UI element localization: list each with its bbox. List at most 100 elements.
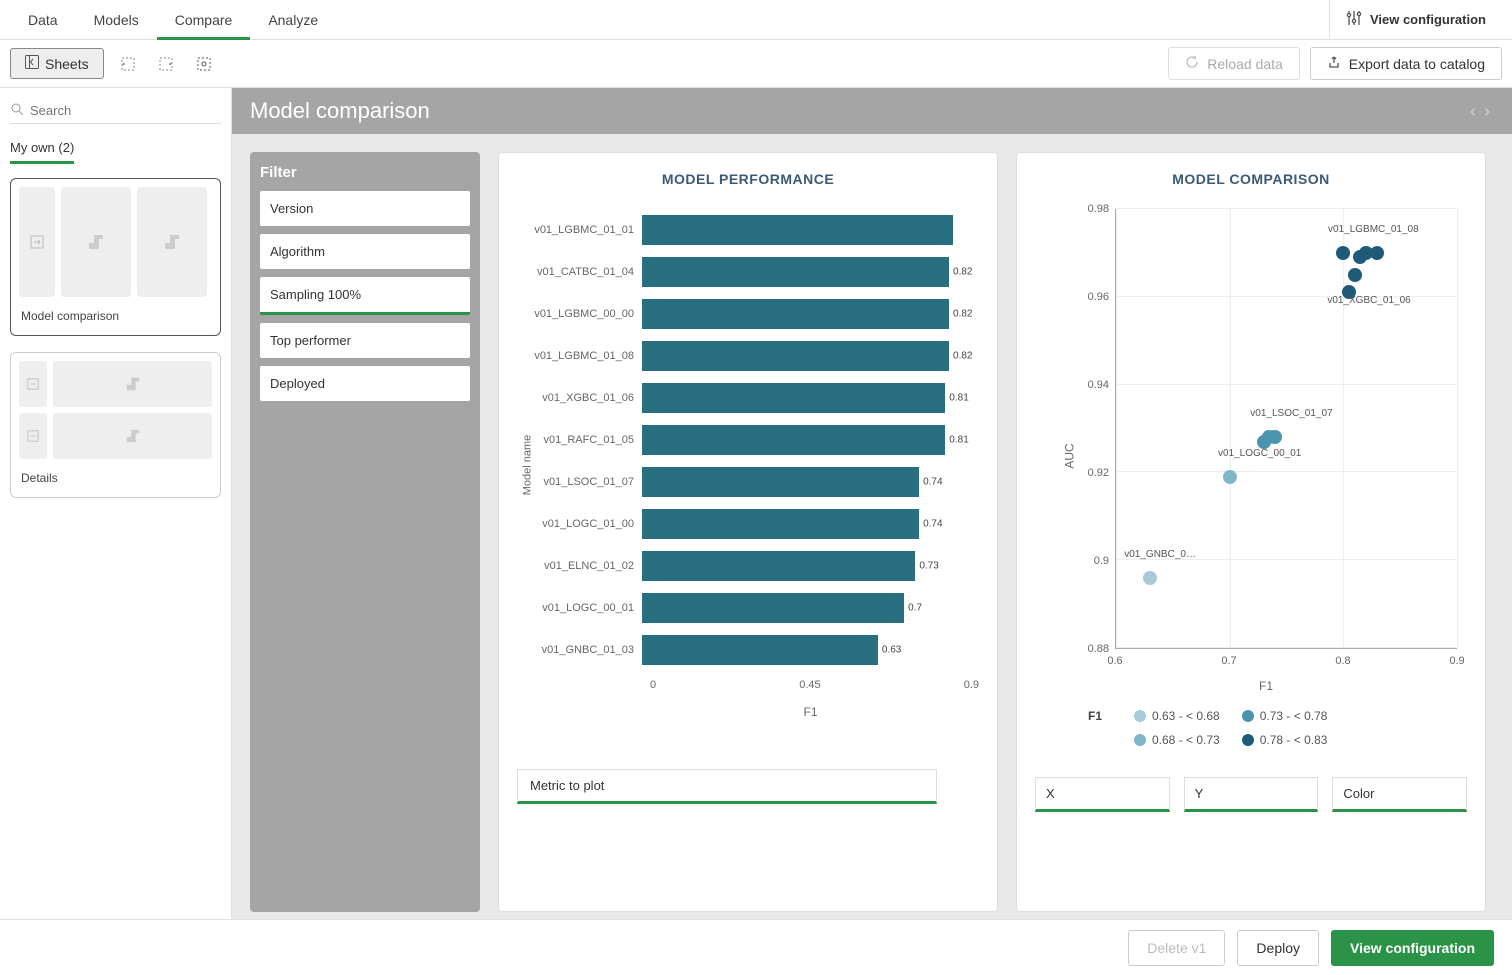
legend-item: 0.68 - < 0.73 [1134, 733, 1220, 747]
reload-data-button[interactable]: Reload data [1168, 47, 1300, 80]
model-comparison-card: MODEL COMPARISON AUC 0.880.90.920.940.96… [1016, 152, 1486, 912]
bar-row: v01_GNBC_01_030.63 [517, 629, 979, 671]
sliders-icon [1346, 10, 1362, 29]
tab-analyze[interactable]: Analyze [250, 0, 336, 40]
bar-value: 0.83 [954, 225, 973, 236]
scatter-point-label: v01_GNBC_0… [1124, 549, 1196, 560]
bar-row: v01_LSOC_01_07 0.74 [517, 461, 979, 503]
bar-row: v01_LGBMC_01_01 0.83 [517, 209, 979, 251]
export-icon [1327, 55, 1341, 72]
color-selector[interactable]: Color [1332, 777, 1467, 812]
bar-value: 0.74 [923, 519, 942, 530]
tab-compare[interactable]: Compare [157, 0, 251, 40]
bar-label: v01_LOGC_00_01 [517, 602, 642, 614]
bar-value: 0.73 [919, 561, 938, 572]
scatter-point-label: v01_LSOC_01_07 [1250, 408, 1332, 419]
select-tool-1-icon[interactable] [114, 50, 142, 78]
comp-x-axis-label: F1 [1259, 679, 1273, 693]
reload-icon [1185, 55, 1199, 72]
bar-value: 0.7 [908, 603, 922, 614]
search-input[interactable] [30, 103, 221, 118]
tab-models[interactable]: Models [76, 0, 157, 40]
bar-label: v01_LGBMC_01_01 [517, 224, 642, 236]
legend-item: 0.78 - < 0.83 [1242, 733, 1328, 747]
bar-label: v01_CATBC_01_04 [517, 266, 642, 278]
bar-value: 0.82 [953, 351, 972, 362]
page-header: Model comparison ‹ › [232, 88, 1512, 134]
comp-chart-title: MODEL COMPARISON [1035, 171, 1467, 187]
page-title: Model comparison [250, 98, 430, 124]
x-axis-selector[interactable]: X [1035, 777, 1170, 812]
view-configuration-label: View configuration [1370, 12, 1486, 27]
bar-label: v01_LOGC_01_00 [517, 518, 642, 530]
perf-y-axis-label: Model name [521, 435, 533, 496]
bar-row: v01_CATBC_01_04 0.82 [517, 251, 979, 293]
metric-to-plot-dropdown[interactable]: Metric to plot [517, 769, 937, 804]
legend-title: F1 [1088, 709, 1102, 747]
filter-title: Filter [260, 164, 470, 181]
bar-value: 0.82 [953, 309, 972, 320]
perf-x-ticks: 00.450.9 [650, 679, 979, 691]
view-configuration-button[interactable]: View configuration [1331, 930, 1494, 966]
search-icon [10, 102, 24, 119]
perf-x-axis-label: F1 [642, 705, 979, 719]
top-tabs: DataModelsCompareAnalyze View configurat… [0, 0, 1512, 40]
delete-button[interactable]: Delete v1 [1128, 930, 1225, 966]
filter-item[interactable]: Top performer [260, 323, 470, 358]
sheet-card-details[interactable]: Details [10, 352, 221, 498]
export-label: Export data to catalog [1349, 56, 1485, 72]
sheets-label: Sheets [45, 56, 89, 72]
my-own-tab[interactable]: My own (2) [10, 134, 74, 164]
legend-item: 0.73 - < 0.78 [1242, 709, 1328, 723]
legend-item: 0.63 - < 0.68 [1134, 709, 1220, 723]
scatter-point [1143, 571, 1157, 585]
tab-data[interactable]: Data [10, 0, 76, 40]
bar-label: v01_LSOC_01_07 [517, 476, 642, 488]
deploy-button[interactable]: Deploy [1237, 930, 1319, 966]
panel-left-icon [25, 55, 39, 72]
search-box[interactable] [10, 98, 221, 124]
scatter-point [1348, 268, 1362, 282]
select-tool-2-icon[interactable] [152, 50, 180, 78]
scatter-point-label: v01_LGBMC_01_08 [1328, 224, 1419, 235]
filter-item[interactable]: Deployed [260, 366, 470, 401]
bar-label: v01_RAFC_01_05 [517, 434, 642, 446]
filter-item[interactable]: Algorithm [260, 234, 470, 269]
comp-scatter-chart: AUC 0.880.90.920.940.960.98 v01_GNBC_0…v… [1075, 209, 1457, 689]
bar-label: v01_LGBMC_00_00 [517, 308, 642, 320]
bar-value: 0.82 [953, 267, 972, 278]
prev-sheet-button[interactable]: ‹ [1466, 101, 1480, 122]
next-sheet-button[interactable]: › [1480, 101, 1494, 122]
bar-row: v01_LOGC_00_01 0.7 [517, 587, 979, 629]
sheets-button[interactable]: Sheets [10, 48, 104, 79]
bar-value: 0.81 [949, 435, 968, 446]
select-tool-3-icon[interactable] [190, 50, 218, 78]
reload-label: Reload data [1207, 56, 1283, 72]
scatter-point-label: v01_LOGC_00_01 [1218, 448, 1301, 459]
bar-row: v01_LOGC_01_00 0.74 [517, 503, 979, 545]
bar-value: 0.74 [923, 477, 942, 488]
dashboard-area: Model comparison ‹ › Filter Version Algor… [232, 88, 1512, 919]
sheet-card-model-comparison[interactable]: Model comparison [10, 178, 221, 336]
bar-label: v01_GNBC_01_03 [517, 644, 642, 656]
sheet-card-title: Model comparison [19, 305, 212, 327]
scatter-point [1268, 430, 1282, 444]
filter-item[interactable]: Version [260, 191, 470, 226]
scatter-point [1223, 470, 1237, 484]
bar-row: v01_XGBC_01_060.81 [517, 377, 979, 419]
view-configuration-link[interactable]: View configuration [1329, 0, 1502, 40]
scatter-point-label: v01_XGBC_01_06 [1327, 295, 1410, 306]
bar-label: v01_XGBC_01_06 [517, 392, 642, 404]
filter-item[interactable]: Sampling 100% [260, 277, 470, 315]
scatter-point [1336, 246, 1350, 260]
bar-row: v01_LGBMC_00_00 0.82 [517, 293, 979, 335]
bar-row: v01_RAFC_01_05 0.81 [517, 419, 979, 461]
y-axis-selector[interactable]: Y [1184, 777, 1319, 812]
export-data-button[interactable]: Export data to catalog [1310, 47, 1502, 80]
perf-bar-chart: Model name v01_LGBMC_01_01 0.83 v01_CATBC_… [517, 209, 979, 709]
perf-chart-title: MODEL PERFORMANCE [517, 171, 979, 187]
bar-row: v01_LGBMC_01_08 0.82 [517, 335, 979, 377]
sheets-sidebar: My own (2) Model comparison [0, 88, 232, 919]
bar-label: v01_LGBMC_01_08 [517, 350, 642, 362]
filter-panel: Filter Version Algorithm Sampling 100% Top … [250, 152, 480, 912]
